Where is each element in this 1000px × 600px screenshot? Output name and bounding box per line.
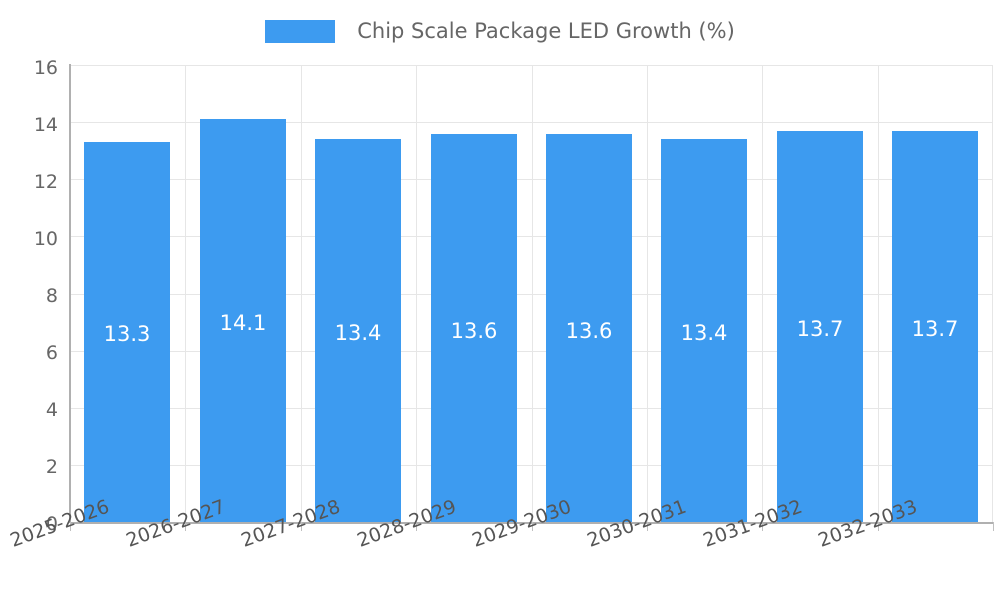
gridline-horizontal <box>70 351 993 352</box>
x-axis-tick-mark <box>301 522 302 531</box>
bar-2025-2026[interactable]: 13.3 <box>84 142 170 522</box>
gridline-vertical <box>647 65 648 522</box>
bar-value-label: 13.4 <box>680 321 728 345</box>
gridline-vertical <box>301 65 302 522</box>
gridline-vertical <box>416 65 417 522</box>
y-axis-tick-label: 14 <box>33 114 58 136</box>
x-axis-tick-mark <box>185 522 186 531</box>
bar-value-label: 13.7 <box>796 317 844 341</box>
bar-2030-2031[interactable]: 13.4 <box>661 139 747 522</box>
bar-2027-2028[interactable]: 13.4 <box>315 139 401 522</box>
y-axis-tick-label: 16 <box>33 57 58 79</box>
bar-value-label: 13.6 <box>565 319 613 343</box>
gridline-vertical <box>878 65 879 522</box>
y-axis-tick-label: 12 <box>33 171 58 193</box>
x-axis-tick-mark <box>647 522 648 531</box>
gridline-horizontal <box>70 179 993 180</box>
bar-2032-2033[interactable]: 13.7 <box>892 131 978 522</box>
legend-item-chip-scale-package-led-growth[interactable]: Chip Scale Package LED Growth (%) <box>265 18 735 43</box>
bar-2026-2027[interactable]: 14.1 <box>200 119 286 522</box>
x-axis-tick-mark <box>762 522 763 531</box>
legend-item-label: Chip Scale Package LED Growth (%) <box>357 18 735 43</box>
gridline-horizontal <box>70 465 993 466</box>
gridline-vertical <box>185 65 186 522</box>
gridline-horizontal <box>70 122 993 123</box>
gridline-vertical <box>532 65 533 522</box>
gridline-horizontal <box>70 236 993 237</box>
bar-value-label: 13.3 <box>103 322 151 346</box>
y-axis-tick-label: 6 <box>45 342 58 364</box>
bar-2029-2030[interactable]: 13.6 <box>546 134 632 522</box>
gridline-horizontal <box>70 65 993 66</box>
bar-2028-2029[interactable]: 13.6 <box>431 134 517 522</box>
bar-value-label: 14.1 <box>219 311 267 335</box>
y-axis-tick-label: 10 <box>33 228 58 250</box>
gridline-vertical <box>762 65 763 522</box>
legend-color-swatch-icon <box>265 19 336 43</box>
gridline-vertical <box>992 65 993 522</box>
x-axis-tick-mark <box>878 522 879 531</box>
gridline-horizontal <box>70 408 993 409</box>
chart-legend: Chip Scale Package LED Growth (%) <box>0 14 1000 48</box>
bar-value-label: 13.4 <box>334 321 382 345</box>
y-axis-tick-label: 4 <box>45 399 58 421</box>
y-axis-tick-label: 0 <box>45 513 58 535</box>
plot-area: 13.3 14.1 13.4 13.6 13.6 13.4 13.7 13.7 <box>70 65 993 522</box>
bar-2031-2032[interactable]: 13.7 <box>777 131 863 522</box>
y-axis-line <box>69 64 71 523</box>
x-axis-tick-mark <box>993 522 994 531</box>
x-axis-tick-mark <box>70 522 71 531</box>
y-axis-tick-label: 8 <box>45 285 58 307</box>
x-axis-tick-mark <box>532 522 533 531</box>
y-axis: 0 2 4 6 8 10 12 14 16 <box>0 0 58 600</box>
bar-value-label: 13.7 <box>911 317 959 341</box>
gridline-horizontal <box>70 294 993 295</box>
y-axis-tick-label: 2 <box>45 456 58 478</box>
bar-value-label: 13.6 <box>450 319 498 343</box>
x-axis-tick-mark <box>416 522 417 531</box>
